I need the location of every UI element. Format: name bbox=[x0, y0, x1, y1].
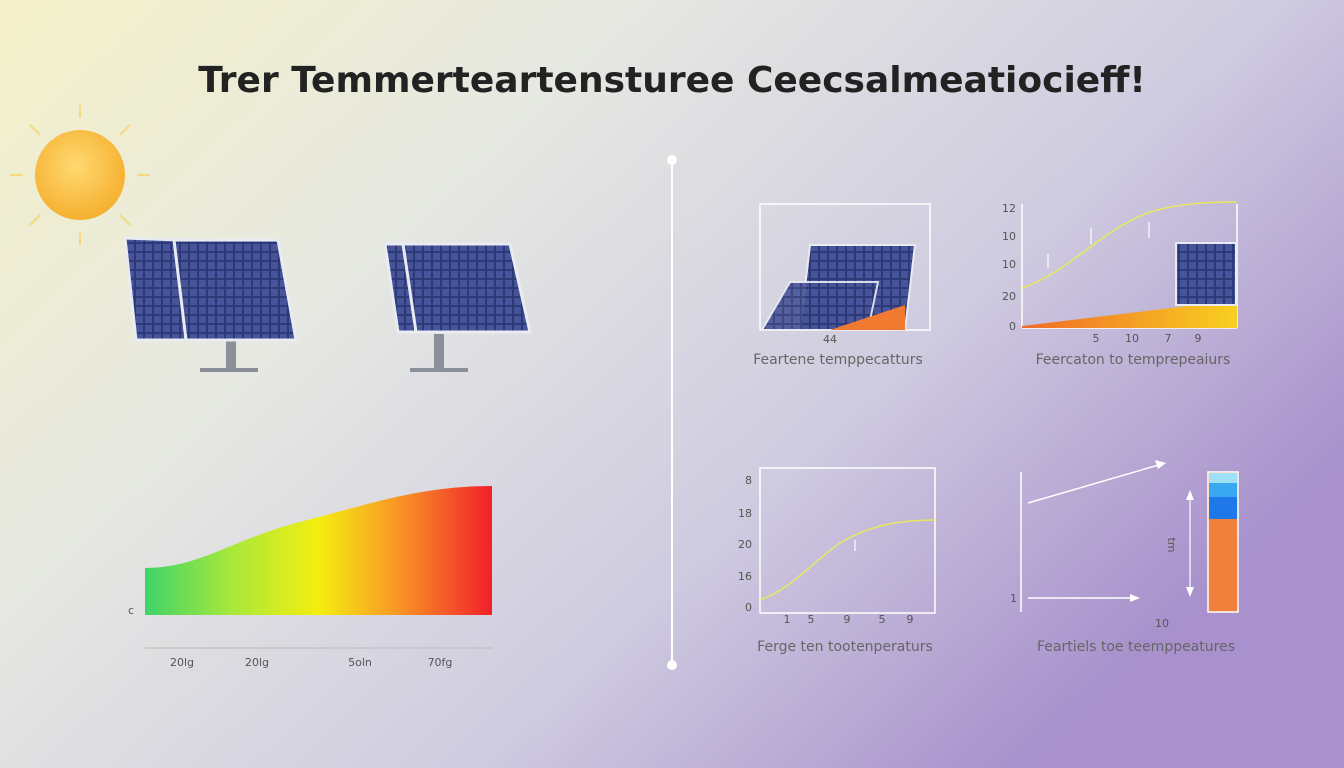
x-label: 9 bbox=[907, 613, 914, 626]
sun bbox=[10, 105, 150, 245]
x-label: 9 bbox=[844, 613, 851, 626]
x-label: 5 bbox=[1093, 332, 1100, 345]
label: 44 bbox=[823, 333, 837, 346]
solar-panel bbox=[383, 242, 532, 372]
panel-diagram bbox=[1020, 460, 1239, 613]
axis-label: 5oln bbox=[348, 656, 372, 669]
axis-label: 20lg bbox=[245, 656, 269, 669]
solar-panel bbox=[123, 236, 298, 372]
panel-chart bbox=[1021, 201, 1238, 329]
y-label: 0 bbox=[745, 601, 752, 614]
y-label: 18 bbox=[738, 507, 752, 520]
y-label: 20 bbox=[1002, 290, 1016, 303]
title: Trer Temmerteartensturee Ceecsalmeatioci… bbox=[198, 60, 1146, 101]
heat-gradient bbox=[145, 486, 492, 649]
x-label: 7 bbox=[1165, 332, 1172, 345]
panel-chart bbox=[759, 467, 936, 614]
y-label: 10 bbox=[1002, 258, 1016, 271]
x-label: 9 bbox=[1195, 332, 1202, 345]
panel-image bbox=[759, 203, 931, 331]
axis-label: 20lg bbox=[170, 656, 194, 669]
axis-label: 70fg bbox=[428, 656, 453, 669]
y-label: 10 bbox=[1002, 230, 1016, 243]
label: 1 bbox=[1010, 592, 1017, 605]
y-label: 0 bbox=[1009, 320, 1016, 333]
y-label: 8 bbox=[745, 474, 752, 487]
caption: Feartiels toe teemppeatures bbox=[1037, 639, 1235, 655]
label: 10 bbox=[1155, 617, 1169, 630]
x-label: 10 bbox=[1125, 332, 1139, 345]
y-label: 20 bbox=[738, 538, 752, 551]
caption: Ferge ten tootenperaturs bbox=[757, 639, 933, 655]
x-label: 1 bbox=[784, 613, 791, 626]
caption: Feartene temppecatturs bbox=[753, 352, 923, 368]
label: tm bbox=[1165, 537, 1178, 552]
y-label: 16 bbox=[738, 570, 752, 583]
x-label: 5 bbox=[879, 613, 886, 626]
x-label: 5 bbox=[808, 613, 815, 626]
caption: Feercaton to temprepeaiurs bbox=[1036, 352, 1231, 368]
axis-label: c bbox=[128, 604, 134, 617]
divider bbox=[667, 155, 677, 670]
y-label: 12 bbox=[1002, 202, 1016, 215]
